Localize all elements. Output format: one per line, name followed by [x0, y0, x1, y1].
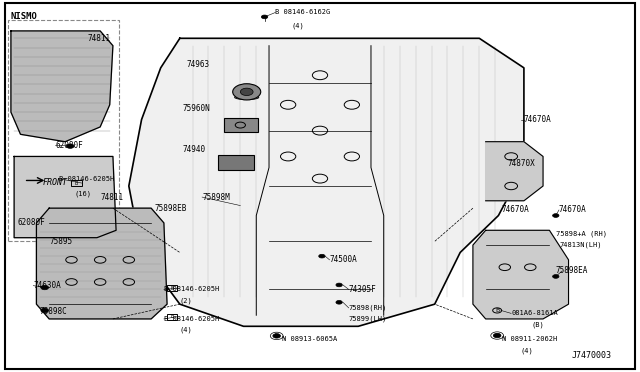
Text: B 08146-6205H: B 08146-6205H — [164, 286, 219, 292]
Circle shape — [273, 334, 280, 338]
Text: 74813N(LH): 74813N(LH) — [559, 242, 602, 248]
Text: J7470003: J7470003 — [572, 351, 612, 360]
Text: B 08146-6205H: B 08146-6205H — [164, 316, 219, 322]
Text: 75898EA: 75898EA — [556, 266, 588, 275]
Text: B 08146-6162G: B 08146-6162G — [275, 9, 331, 16]
Text: (4): (4) — [521, 347, 534, 353]
Circle shape — [41, 285, 49, 290]
Polygon shape — [473, 230, 568, 319]
Text: 081A6-8161A: 081A6-8161A — [511, 310, 558, 316]
Circle shape — [336, 301, 342, 304]
Text: 74305F: 74305F — [349, 285, 376, 294]
Ellipse shape — [235, 95, 259, 100]
Text: 74670A: 74670A — [559, 205, 587, 215]
Text: (4): (4) — [180, 327, 193, 333]
Bar — [225, 118, 257, 132]
Text: 74811: 74811 — [100, 193, 124, 202]
Text: 75899(LH): 75899(LH) — [349, 316, 387, 322]
Text: 75898+A (RH): 75898+A (RH) — [556, 231, 607, 237]
Polygon shape — [129, 38, 524, 326]
Bar — [72, 180, 82, 186]
Text: 74670A: 74670A — [524, 115, 552, 124]
Text: 74630A: 74630A — [33, 281, 61, 290]
Text: 75960N: 75960N — [183, 104, 211, 113]
Text: (B): (B) — [532, 321, 544, 328]
Text: N: N — [275, 333, 278, 339]
Circle shape — [67, 144, 74, 148]
Polygon shape — [11, 31, 113, 142]
Circle shape — [493, 333, 501, 338]
Text: 74870X: 74870X — [508, 159, 536, 169]
Circle shape — [241, 88, 253, 96]
Circle shape — [233, 84, 260, 100]
Text: B: B — [170, 286, 174, 291]
Bar — [218, 155, 253, 170]
Text: B 08146-6205H: B 08146-6205H — [59, 176, 114, 182]
Text: (2): (2) — [180, 297, 193, 304]
Text: B: B — [170, 314, 174, 319]
Bar — [8, 20, 119, 241]
Text: 75898M: 75898M — [202, 193, 230, 202]
Text: 74670A: 74670A — [502, 205, 529, 215]
Text: 74811: 74811 — [88, 34, 111, 43]
Text: 75898EB: 75898EB — [154, 203, 187, 213]
Circle shape — [319, 254, 325, 258]
Text: N 08913-6065A: N 08913-6065A — [282, 336, 337, 342]
Text: (16): (16) — [75, 190, 92, 197]
Polygon shape — [36, 208, 167, 319]
Text: 74963: 74963 — [186, 60, 209, 69]
Circle shape — [261, 15, 268, 19]
Text: B: B — [75, 180, 78, 186]
Text: (4): (4) — [291, 22, 304, 29]
Circle shape — [336, 283, 342, 287]
Text: 62080F: 62080F — [17, 218, 45, 227]
Text: 74940: 74940 — [183, 145, 206, 154]
Text: 75898C: 75898C — [40, 307, 67, 316]
Text: N 08911-2062H: N 08911-2062H — [502, 336, 557, 342]
Circle shape — [552, 214, 559, 217]
Text: 74500A: 74500A — [330, 255, 357, 264]
Text: NISMO: NISMO — [11, 12, 38, 21]
Text: N: N — [495, 333, 499, 338]
Bar — [167, 285, 177, 291]
Text: FRONT: FRONT — [43, 178, 68, 187]
Text: 75898(RH): 75898(RH) — [349, 305, 387, 311]
Circle shape — [41, 308, 49, 312]
Polygon shape — [486, 142, 543, 201]
Text: B: B — [495, 308, 499, 313]
Text: 75895: 75895 — [49, 237, 72, 246]
Circle shape — [552, 275, 559, 278]
Bar — [167, 314, 177, 320]
Polygon shape — [14, 157, 116, 238]
Text: 62080F: 62080F — [56, 141, 83, 150]
